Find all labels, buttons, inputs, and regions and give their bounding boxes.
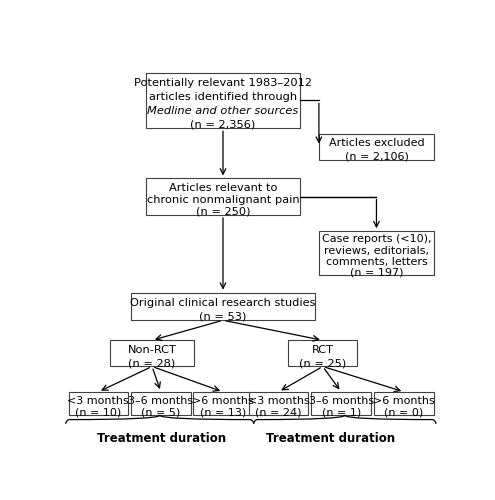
- FancyBboxPatch shape: [374, 392, 434, 415]
- FancyBboxPatch shape: [311, 392, 371, 415]
- Text: (n = 13): (n = 13): [200, 407, 246, 417]
- Text: Potentially relevant 1983–2012: Potentially relevant 1983–2012: [134, 78, 312, 88]
- Text: 3–6 months: 3–6 months: [308, 396, 374, 406]
- FancyBboxPatch shape: [147, 72, 299, 128]
- Text: comments, letters: comments, letters: [326, 256, 427, 266]
- Text: (n = 28): (n = 28): [128, 358, 176, 368]
- Text: <3 months: <3 months: [67, 396, 129, 406]
- Text: Articles excluded: Articles excluded: [329, 138, 424, 148]
- Text: (n = 5): (n = 5): [141, 407, 181, 417]
- FancyBboxPatch shape: [131, 392, 191, 415]
- FancyBboxPatch shape: [319, 134, 434, 160]
- Text: RCT: RCT: [312, 345, 334, 355]
- Text: (n = 197): (n = 197): [349, 268, 403, 278]
- FancyBboxPatch shape: [288, 340, 357, 366]
- Text: chronic nonmalignant pain: chronic nonmalignant pain: [147, 194, 299, 204]
- Text: Treatment duration: Treatment duration: [266, 432, 395, 444]
- Text: Medline and other sources: Medline and other sources: [148, 106, 298, 116]
- Text: (n = 0): (n = 0): [385, 407, 424, 417]
- FancyBboxPatch shape: [249, 392, 308, 415]
- Text: (n = 2,106): (n = 2,106): [345, 152, 408, 162]
- FancyBboxPatch shape: [69, 392, 128, 415]
- Text: Case reports (<10),: Case reports (<10),: [322, 234, 431, 244]
- Text: Treatment duration: Treatment duration: [97, 432, 226, 444]
- Text: (n = 1): (n = 1): [322, 407, 361, 417]
- FancyBboxPatch shape: [193, 392, 253, 415]
- Text: (n = 250): (n = 250): [196, 207, 250, 217]
- FancyBboxPatch shape: [319, 231, 434, 276]
- Text: Non-RCT: Non-RCT: [128, 345, 176, 355]
- Text: (n = 53): (n = 53): [199, 312, 247, 322]
- FancyBboxPatch shape: [147, 178, 299, 215]
- Text: (n = 10): (n = 10): [75, 407, 121, 417]
- Text: <3 months: <3 months: [248, 396, 309, 406]
- FancyBboxPatch shape: [131, 292, 315, 320]
- Text: articles identified through: articles identified through: [149, 92, 297, 102]
- Text: (n = 25): (n = 25): [299, 358, 346, 368]
- Text: (n = 2,356): (n = 2,356): [191, 120, 255, 130]
- Text: reviews, editorials,: reviews, editorials,: [324, 246, 429, 256]
- FancyBboxPatch shape: [110, 340, 194, 366]
- Text: >6 months: >6 months: [192, 396, 254, 406]
- Text: Original clinical research studies: Original clinical research studies: [130, 298, 316, 308]
- Text: 3–6 months: 3–6 months: [128, 396, 194, 406]
- Text: Articles relevant to: Articles relevant to: [169, 182, 277, 192]
- Text: (n = 24): (n = 24): [255, 407, 302, 417]
- Text: >6 months: >6 months: [373, 396, 435, 406]
